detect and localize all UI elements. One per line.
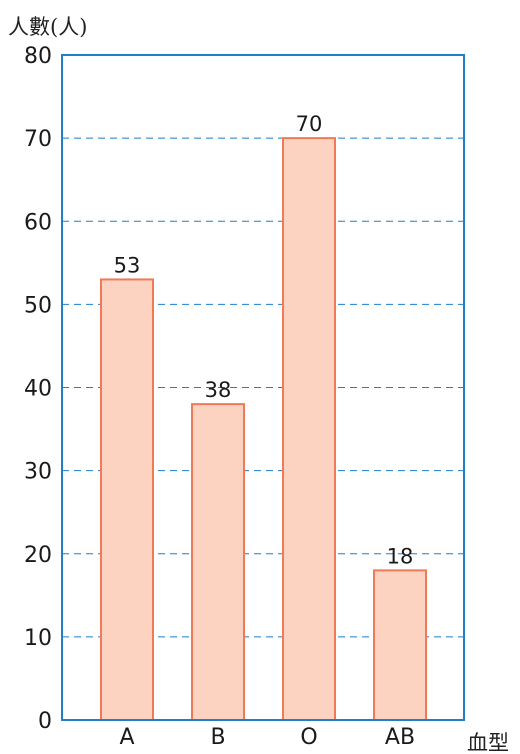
y-tick-label-20: 20 bbox=[24, 543, 52, 568]
data-label-ab: 18 bbox=[387, 544, 414, 568]
y-tick-label-30: 30 bbox=[24, 460, 52, 485]
bars bbox=[100, 137, 427, 721]
x-tick-label-ab: AB bbox=[385, 725, 415, 750]
y-axis-title: 人數(人) bbox=[8, 15, 87, 39]
data-label-a: 53 bbox=[114, 253, 141, 277]
y-tick-label-10: 10 bbox=[24, 626, 52, 651]
y-tick-label-60: 60 bbox=[24, 210, 52, 235]
bar-ab bbox=[373, 569, 427, 721]
y-axis-ticks: 0 10 20 30 40 50 60 70 80 bbox=[24, 44, 52, 734]
bar-a bbox=[100, 278, 154, 721]
x-axis-title: 血型 bbox=[467, 731, 509, 754]
data-label-b: 38 bbox=[205, 378, 232, 402]
x-tick-label-a: A bbox=[119, 725, 134, 750]
x-axis-ticks: A B O AB bbox=[119, 725, 415, 750]
x-tick-label-b: B bbox=[210, 725, 225, 750]
bar-b bbox=[191, 403, 245, 721]
y-tick-label-40: 40 bbox=[24, 377, 52, 402]
plot-area-frame bbox=[61, 54, 465, 721]
y-tick-label-0: 0 bbox=[38, 709, 52, 734]
y-tick-label-50: 50 bbox=[24, 293, 52, 318]
y-tick-label-70: 70 bbox=[24, 127, 52, 152]
y-tick-label-80: 80 bbox=[24, 44, 52, 69]
data-labels: 53 38 70 18 bbox=[114, 112, 414, 568]
bar-o bbox=[282, 137, 336, 721]
data-label-o: 70 bbox=[296, 112, 323, 136]
x-tick-label-o: O bbox=[300, 725, 317, 750]
